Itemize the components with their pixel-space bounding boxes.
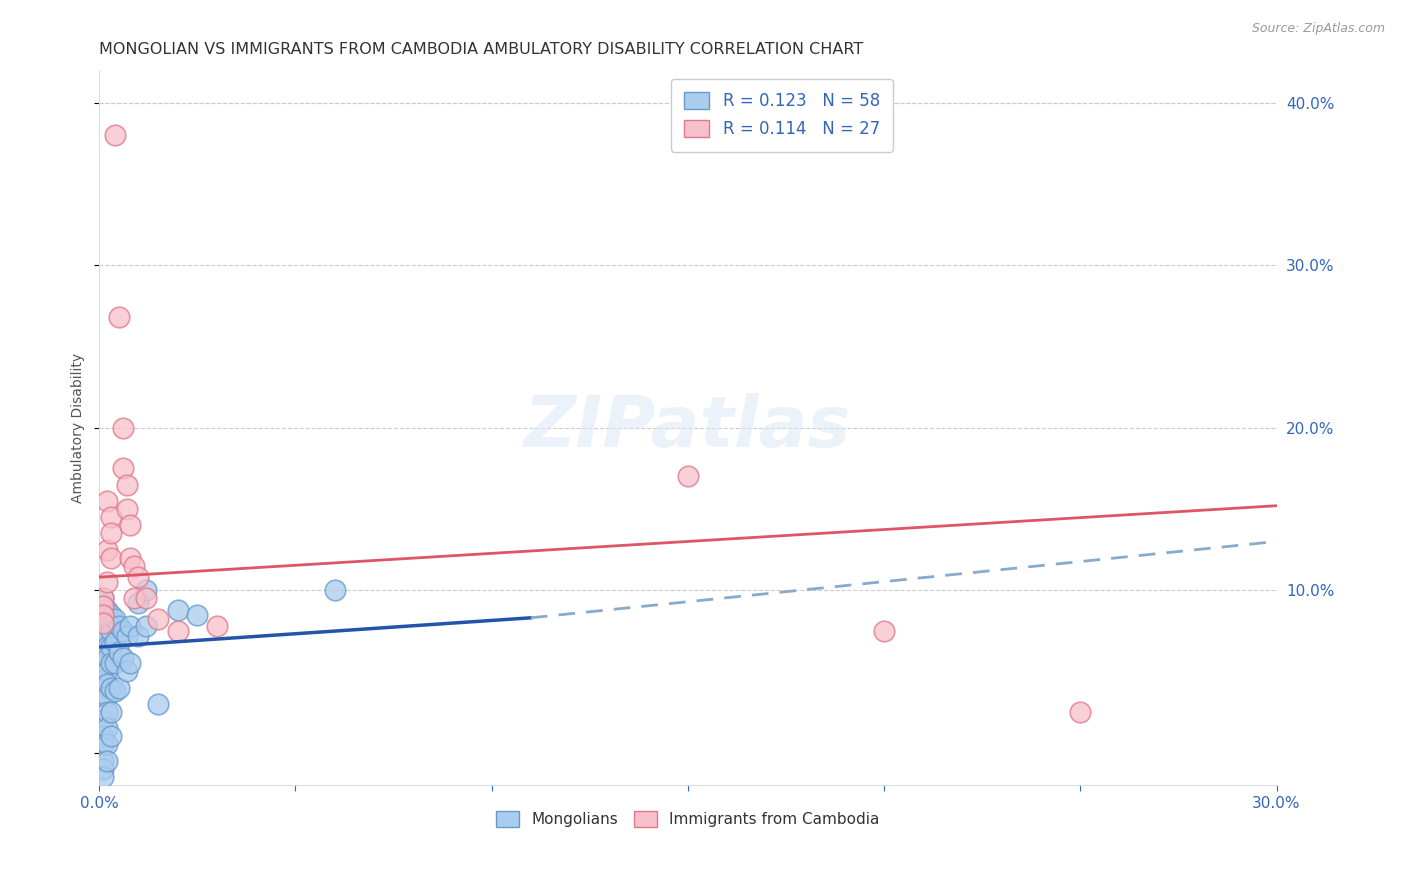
- Point: [91, 607, 114, 622]
- Point: [91, 599, 114, 614]
- Point: [124, 558, 146, 573]
- Point: [107, 645, 129, 659]
- Point: [111, 624, 134, 638]
- Point: [166, 624, 188, 638]
- Point: [91, 632, 114, 646]
- Point: [107, 619, 129, 633]
- Point: [100, 640, 122, 654]
- Point: [91, 640, 114, 654]
- Point: [107, 310, 129, 325]
- Point: [91, 648, 114, 662]
- Point: [96, 615, 118, 630]
- Point: [100, 526, 122, 541]
- Point: [323, 583, 346, 598]
- Point: [104, 612, 127, 626]
- Legend: Mongolians, Immigrants from Cambodia: Mongolians, Immigrants from Cambodia: [489, 804, 887, 835]
- Point: [91, 713, 114, 727]
- Point: [135, 591, 157, 606]
- Point: [96, 640, 118, 654]
- Point: [1069, 705, 1091, 719]
- Point: [91, 624, 114, 638]
- Point: [91, 754, 114, 768]
- Point: [104, 128, 127, 143]
- Point: [100, 607, 122, 622]
- Point: [100, 705, 122, 719]
- Point: [124, 591, 146, 606]
- Point: [96, 493, 118, 508]
- Point: [91, 762, 114, 776]
- Point: [91, 681, 114, 695]
- Point: [91, 730, 114, 744]
- Point: [100, 624, 122, 638]
- Point: [91, 673, 114, 687]
- Point: [91, 599, 114, 614]
- Point: [100, 730, 122, 744]
- Point: [96, 602, 118, 616]
- Point: [186, 607, 208, 622]
- Point: [96, 677, 118, 691]
- Point: [96, 542, 118, 557]
- Point: [104, 684, 127, 698]
- Point: [100, 550, 122, 565]
- Point: [96, 689, 118, 703]
- Point: [96, 754, 118, 768]
- Point: [111, 461, 134, 475]
- Point: [91, 607, 114, 622]
- Point: [91, 665, 114, 679]
- Point: [127, 596, 149, 610]
- Point: [100, 681, 122, 695]
- Point: [120, 518, 142, 533]
- Point: [91, 738, 114, 752]
- Point: [127, 629, 149, 643]
- Point: [96, 705, 118, 719]
- Point: [111, 651, 134, 665]
- Point: [120, 657, 142, 671]
- Point: [96, 665, 118, 679]
- Point: [166, 602, 188, 616]
- Point: [104, 635, 127, 649]
- Point: [135, 583, 157, 598]
- Point: [91, 615, 114, 630]
- Point: [115, 477, 138, 491]
- Point: [107, 681, 129, 695]
- Point: [96, 629, 118, 643]
- Point: [120, 550, 142, 565]
- Point: [135, 619, 157, 633]
- Point: [146, 612, 169, 626]
- Text: Source: ZipAtlas.com: Source: ZipAtlas.com: [1251, 22, 1385, 36]
- Point: [115, 502, 138, 516]
- Point: [111, 421, 134, 435]
- Point: [91, 689, 114, 703]
- Point: [120, 619, 142, 633]
- Text: MONGOLIAN VS IMMIGRANTS FROM CAMBODIA AMBULATORY DISABILITY CORRELATION CHART: MONGOLIAN VS IMMIGRANTS FROM CAMBODIA AM…: [98, 42, 863, 57]
- Point: [96, 738, 118, 752]
- Point: [91, 615, 114, 630]
- Point: [91, 591, 114, 606]
- Point: [873, 624, 896, 638]
- Point: [115, 629, 138, 643]
- Point: [115, 665, 138, 679]
- Point: [91, 770, 114, 784]
- Point: [91, 657, 114, 671]
- Text: ZIPatlas: ZIPatlas: [524, 393, 852, 462]
- Point: [127, 570, 149, 584]
- Point: [100, 657, 122, 671]
- Point: [96, 575, 118, 590]
- Point: [676, 469, 699, 483]
- Point: [96, 651, 118, 665]
- Point: [96, 721, 118, 735]
- Y-axis label: Ambulatory Disability: Ambulatory Disability: [72, 352, 86, 503]
- Point: [205, 619, 228, 633]
- Point: [104, 657, 127, 671]
- Point: [100, 510, 122, 524]
- Point: [91, 591, 114, 606]
- Point: [146, 697, 169, 711]
